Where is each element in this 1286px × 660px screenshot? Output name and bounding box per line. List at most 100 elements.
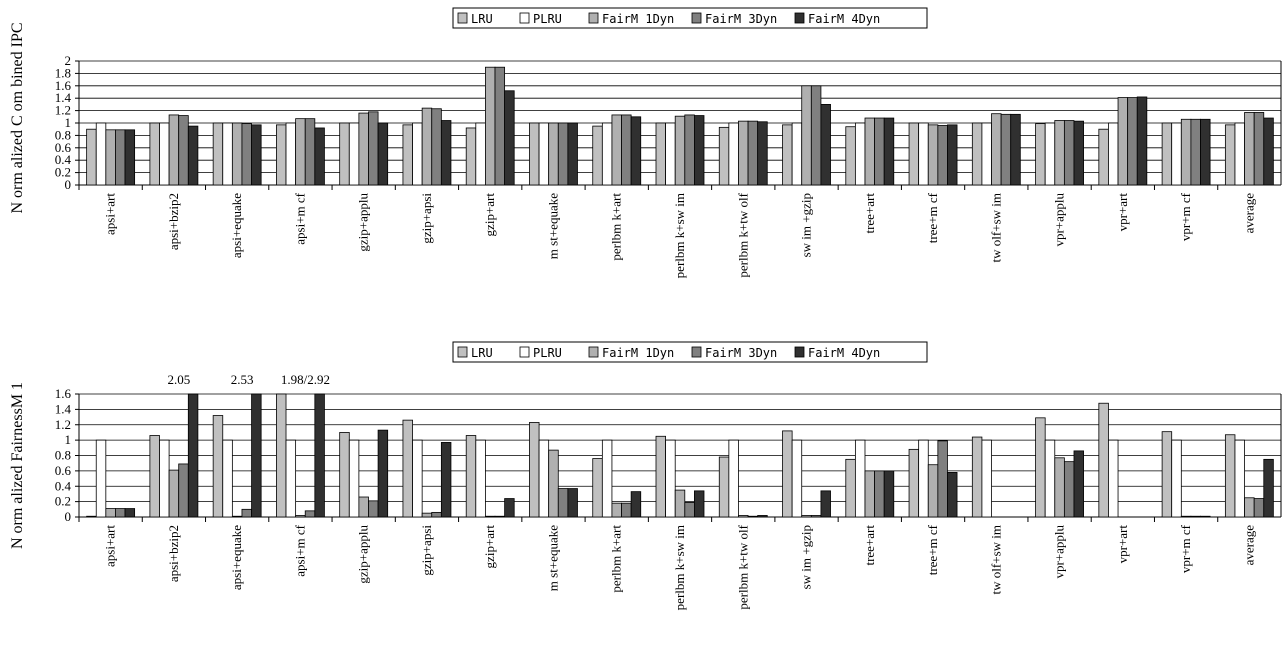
bar-fairm-1dyn-16 (1117, 97, 1129, 186)
bar-fairm-1dyn-15 (1054, 120, 1065, 186)
bar-fairm-1dyn-9 (674, 115, 686, 186)
y-tick-label: 0.4 (55, 152, 72, 167)
x-category-label: perlbm k+sw im (672, 193, 687, 278)
bar-plru-10 (728, 439, 739, 518)
bar-plru-0 (95, 439, 107, 518)
legend-swatch-4 (794, 346, 805, 358)
bar-fairm-1dyn-8 (611, 114, 622, 186)
bar-lru-14 (971, 122, 983, 186)
x-category-label: gzip+apsi (419, 193, 434, 244)
bar-lru-16 (1098, 128, 1109, 186)
y-tick-label: 0 (65, 509, 72, 524)
bar-fairm-1dyn-2 (231, 515, 243, 518)
bar-fairm-3dyn-7 (557, 488, 569, 518)
bar-fairm-4dyn-13 (947, 472, 958, 518)
bar-plru-5 (412, 439, 423, 518)
bar-fairm-1dyn-18 (1244, 497, 1255, 518)
bar-plru-2 (222, 439, 233, 518)
bar-fairm-4dyn-18 (1263, 117, 1274, 186)
bar-fairm-3dyn-12 (874, 117, 885, 186)
legend-label-3: FairM 3Dyn (705, 346, 777, 360)
x-category-label: perlbm k+art (609, 525, 624, 593)
x-category-label: tw olf+sw im (988, 525, 1003, 594)
bar-fairm-3dyn-17 (1190, 515, 1201, 518)
bar-lru-9 (655, 122, 667, 186)
bar-plru-18 (1234, 122, 1245, 186)
bar-plru-14 (981, 122, 992, 186)
bar-lru-16 (1098, 402, 1109, 518)
legend-label-2: FairM 1Dyn (602, 12, 674, 26)
x-category-label: apsi+m cf (292, 524, 307, 576)
bar-fairm-3dyn-15 (1063, 461, 1075, 518)
legend-box (452, 7, 928, 29)
bar-fairm-1dyn-0 (105, 508, 116, 518)
bar-fairm-3dyn-15 (1063, 120, 1075, 186)
bar-fairm-3dyn-18 (1253, 112, 1265, 186)
bar-fairm-4dyn-1 (187, 125, 199, 186)
legend-label-3: FairM 3Dyn (705, 12, 777, 26)
bar-fairm-3dyn-12 (874, 470, 885, 518)
bar-fairm-3dyn-2 (241, 508, 252, 518)
y-tick-label: 0.8 (55, 127, 71, 142)
bar-lru-8 (592, 458, 603, 518)
bar-fairm-4dyn-17 (1200, 515, 1211, 518)
x-category-label: tree+m cf (925, 192, 940, 243)
bar-fairm-1dyn-0 (105, 129, 116, 186)
bar-lru-15 (1035, 417, 1046, 518)
x-category-label: tree+m cf (925, 524, 940, 575)
x-category-label: vpr+applu (1052, 525, 1067, 579)
x-category-label: average (1241, 193, 1256, 234)
y-tick-label: 0.2 (55, 165, 71, 180)
bar-fairm-4dyn-0 (124, 508, 136, 518)
bar-fairm-3dyn-0 (115, 129, 126, 186)
legend-label-4: FairM 4Dyn (808, 12, 880, 26)
bar-fairm-3dyn-10 (747, 515, 759, 518)
bar-plru-3 (285, 439, 297, 518)
bar-lru-3 (276, 393, 287, 518)
x-category-label: gzip+art (482, 525, 497, 569)
bar-fairm-3dyn-6 (494, 515, 506, 518)
bar-fairm-4dyn-2 (251, 393, 262, 518)
bar-fairm-4dyn-7 (567, 122, 578, 186)
bar-plru-1 (159, 439, 170, 518)
bar-lru-11 (782, 430, 793, 518)
bar-plru-11 (791, 439, 803, 518)
x-category-label: vpr+art (1115, 193, 1130, 232)
x-category-label: gzip+applu (356, 525, 371, 584)
bar-fairm-4dyn-10 (757, 121, 768, 186)
legend-swatch-2 (588, 346, 599, 358)
bar-plru-13 (918, 439, 929, 518)
bar-fairm-4dyn-15 (1073, 450, 1084, 518)
bar-fairm-1dyn-3 (295, 118, 306, 186)
bar-plru-6 (475, 439, 486, 518)
bar-fairm-1dyn-14 (991, 113, 1002, 186)
legend-label-2: FairM 1Dyn (602, 346, 674, 360)
x-category-label: gzip+applu (356, 193, 371, 252)
bar-lru-10 (718, 456, 730, 518)
bar-fairm-1dyn-17 (1180, 118, 1192, 186)
bar-fairm-3dyn-5 (431, 108, 442, 186)
bar-fairm-1dyn-3 (295, 515, 306, 518)
bar-lru-13 (908, 448, 920, 518)
bar-lru-12 (845, 126, 856, 186)
bar-plru-12 (854, 122, 866, 186)
x-category-label: apsi+equake (229, 525, 244, 590)
bar-fairm-3dyn-18 (1253, 498, 1265, 518)
y-tick-label: 1 (65, 432, 72, 447)
bar-plru-15 (1044, 439, 1056, 518)
bar-fairm-4dyn-6 (504, 498, 515, 518)
x-category-label: m st+equake (545, 525, 560, 591)
legend-box (452, 341, 928, 363)
bar-fairm-4dyn-11 (820, 104, 831, 186)
bar-fairm-3dyn-4 (368, 111, 379, 186)
x-category-label: sw im +gzip (799, 525, 814, 589)
bar-fairm-3dyn-16 (1127, 97, 1138, 186)
bar-fairm-3dyn-8 (621, 502, 632, 518)
bar-lru-2 (212, 122, 224, 186)
bar-lru-0 (86, 515, 97, 518)
bar-fairm-3dyn-13 (937, 440, 948, 518)
bar-fairm-4dyn-7 (567, 488, 578, 518)
bar-fairm-4dyn-16 (1136, 96, 1148, 186)
bar-plru-15 (1044, 122, 1056, 186)
x-category-label: apsi+equake (229, 193, 244, 258)
